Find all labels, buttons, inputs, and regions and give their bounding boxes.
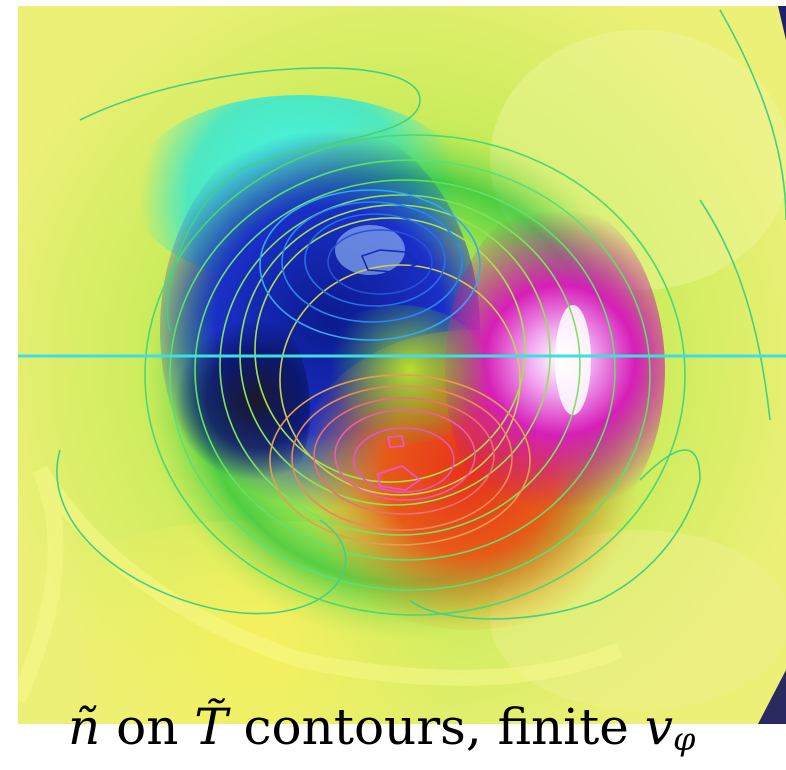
temperature-contours [56, 9, 786, 620]
caption-v-subscript: φ [672, 720, 696, 758]
figure-caption: ñ on T̃ contours, finite vφ [68, 696, 768, 758]
caption-t-symbol: T̃ [194, 698, 228, 756]
caption-n-symbol: ñ [68, 698, 101, 756]
magenta-lobe [445, 200, 665, 540]
caption-v-symbol: v [644, 698, 673, 756]
caption-rest-text: contours, finite [227, 698, 645, 756]
caption-on-text: on [100, 698, 195, 756]
plot-area [18, 6, 786, 724]
